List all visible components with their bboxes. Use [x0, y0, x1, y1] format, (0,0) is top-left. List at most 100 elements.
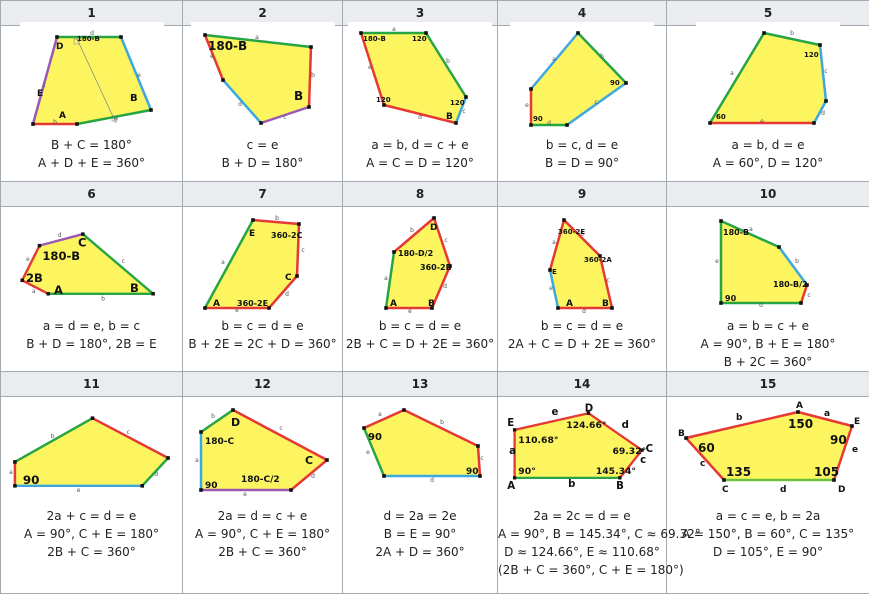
- angle-label: c: [700, 459, 705, 469]
- angle-label: B: [130, 93, 138, 104]
- vertex-marker: [297, 222, 301, 226]
- side-label: d: [58, 233, 62, 239]
- side-label: d: [154, 471, 158, 478]
- side-label: d: [582, 308, 586, 315]
- angle-label: d: [780, 485, 786, 495]
- angle-label: e: [552, 407, 559, 418]
- caption-line: a = d = e, b = c: [1, 317, 182, 335]
- angle-label: a: [509, 446, 516, 457]
- side-label: d: [285, 291, 289, 298]
- caption-line: D = 105°, E = 90°: [667, 543, 869, 561]
- vertex-marker: [478, 474, 482, 478]
- caption-line: A = 90°, B + E = 180°: [667, 335, 869, 353]
- side-label: e: [368, 64, 372, 71]
- angle-label: 120: [804, 51, 819, 59]
- vertex-marker: [20, 279, 23, 282]
- caption-line: B = D = 90°: [498, 154, 666, 172]
- angle-label: a: [824, 409, 830, 419]
- angle-label: A: [54, 283, 63, 297]
- vertex-marker: [576, 31, 580, 35]
- tile-number-header: 13: [343, 372, 498, 397]
- vertex-marker: [812, 121, 816, 125]
- caption-line: 2A + D = 360°: [343, 543, 497, 561]
- caption-line: B + 2E = 2C + D = 360°: [183, 335, 342, 353]
- side-label: e: [235, 307, 239, 314]
- side-label: b: [51, 433, 55, 440]
- tile-number-header: 15: [667, 372, 869, 397]
- angle-label: 180-B: [42, 249, 80, 263]
- side-label: b: [410, 227, 414, 234]
- angle-label: 120: [450, 99, 465, 107]
- vertex-marker: [562, 218, 566, 222]
- angle-label: A: [566, 299, 573, 309]
- side-label: c: [480, 455, 483, 462]
- vertex-marker: [454, 121, 458, 125]
- angle-label: D: [430, 223, 437, 233]
- side-label: d: [418, 114, 422, 121]
- vertex-marker: [151, 292, 154, 295]
- angle-label: 90: [205, 481, 218, 491]
- angle-label: d: [622, 420, 629, 431]
- angle-label: C: [646, 444, 653, 455]
- side-label: a: [114, 115, 118, 122]
- vertex-marker: [708, 121, 712, 125]
- angle-label: c: [640, 455, 646, 466]
- vertex-marker: [362, 426, 366, 430]
- angle-label: 60: [716, 113, 726, 121]
- angle-label: A: [213, 299, 220, 309]
- vertex-marker: [91, 416, 95, 420]
- vertex-marker: [529, 87, 533, 91]
- side-label: d: [238, 101, 242, 108]
- angle-label: 360-2E: [237, 299, 268, 308]
- side-label: b: [211, 413, 215, 420]
- caption-line: a = b = c + e: [667, 317, 869, 335]
- angle-label: 105: [814, 465, 839, 479]
- angle-label: B: [428, 299, 435, 309]
- angle-label: E: [854, 417, 860, 427]
- vertex-marker: [624, 81, 628, 85]
- side-label: d: [821, 110, 825, 117]
- angle-label: B: [130, 281, 139, 295]
- angle-label: 90: [368, 432, 382, 443]
- side-label: a: [730, 70, 734, 77]
- angle-label: 360-2B: [420, 263, 452, 272]
- vertex-marker: [719, 219, 723, 223]
- angle-label: 90°: [518, 466, 535, 477]
- angle-label: 60: [698, 441, 715, 455]
- vertex-marker: [824, 99, 828, 103]
- side-label: e: [77, 487, 81, 494]
- side-label: a: [221, 259, 225, 266]
- tile-number-header: 11: [1, 372, 183, 397]
- angle-label: 90: [610, 79, 620, 87]
- angle-label: 120: [412, 35, 427, 43]
- angle-label: B: [602, 299, 609, 309]
- caption-line: 2B + C = 360°: [1, 543, 182, 561]
- caption-line: A = 90°, C + E = 180°: [1, 525, 182, 543]
- angle-label: D: [838, 485, 845, 495]
- vertex-marker: [777, 245, 781, 249]
- vertex-marker: [166, 456, 170, 460]
- vertex-marker: [529, 123, 533, 127]
